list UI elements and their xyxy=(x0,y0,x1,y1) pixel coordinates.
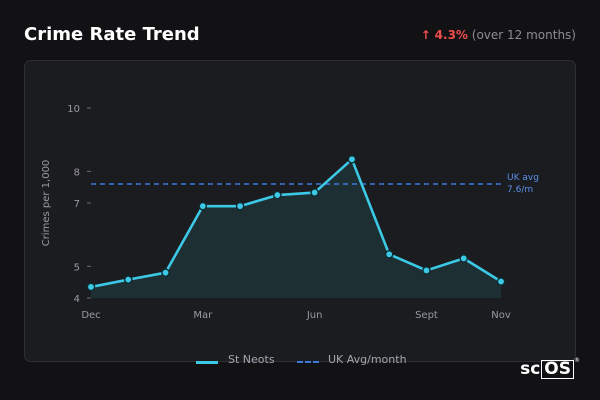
line-chart[interactable]: 4 5 7 8 10 Dec Mar Jun Sept Nov UK avg 7.6/m Cri… xyxy=(25,61,575,361)
series-area-fill xyxy=(91,159,501,298)
legend-item-uk-average[interactable]: UK Avg/month xyxy=(328,353,407,366)
data-point[interactable] xyxy=(198,201,208,211)
series-line-st-neots xyxy=(90,158,502,289)
y-tick-label: 5 xyxy=(74,262,80,273)
logo-boxed-text: OS xyxy=(541,360,574,379)
data-point[interactable] xyxy=(86,282,96,292)
data-point[interactable] xyxy=(496,277,506,286)
change-note: (over 12 months) xyxy=(471,28,576,42)
legend-item-st-neots[interactable]: St Neots xyxy=(228,353,275,366)
data-point[interactable] xyxy=(123,275,133,284)
x-axis: Dec Mar Jun Sept Nov xyxy=(81,310,511,321)
x-tick-label: Dec xyxy=(81,310,100,321)
chart-header: Crime Rate Trend ↑ 4.3% (over 12 months) xyxy=(24,24,576,52)
data-point[interactable] xyxy=(347,155,357,164)
y-tick-label: 7 xyxy=(74,199,80,210)
logo-text: sc xyxy=(520,359,541,379)
y-axis-label: Crimes per 1,000 xyxy=(41,160,52,247)
data-point[interactable] xyxy=(459,254,469,263)
x-tick-label: Sept xyxy=(415,310,438,321)
brand-logo: sc OS ® xyxy=(520,357,580,379)
legend-swatch-uk-average xyxy=(297,361,319,363)
data-point[interactable] xyxy=(235,201,245,211)
series-points xyxy=(86,155,506,292)
data-point[interactable] xyxy=(384,249,394,259)
data-point[interactable] xyxy=(422,266,431,275)
uk-average-label: UK avg xyxy=(507,173,539,183)
logo-registered-mark: ® xyxy=(574,357,580,364)
y-axis: 4 5 7 8 10 xyxy=(67,104,91,305)
data-point[interactable] xyxy=(310,188,319,197)
change-indicator: ↑ 4.3% (over 12 months) xyxy=(421,28,576,42)
y-tick-label: 4 xyxy=(74,294,80,305)
trend-up-icon: ↑ xyxy=(420,28,431,42)
legend-swatch-st-neots xyxy=(196,361,218,364)
data-point[interactable] xyxy=(273,190,282,200)
data-point[interactable] xyxy=(161,268,170,277)
chart-title: Crime Rate Trend xyxy=(24,24,200,45)
x-tick-label: Nov xyxy=(491,310,511,321)
change-percent: 4.3% xyxy=(434,28,468,42)
chart-legend: St Neots UK Avg/month xyxy=(0,353,600,373)
y-tick-label: 8 xyxy=(74,167,80,178)
uk-average-value-label: 7.6/m xyxy=(507,185,533,195)
x-tick-label: Jun xyxy=(306,310,323,321)
y-tick-label: 10 xyxy=(67,104,80,115)
chart-panel: 4 5 7 8 10 Dec Mar Jun Sept Nov UK avg 7.6/m Cri… xyxy=(24,60,576,362)
x-tick-label: Mar xyxy=(193,310,213,321)
